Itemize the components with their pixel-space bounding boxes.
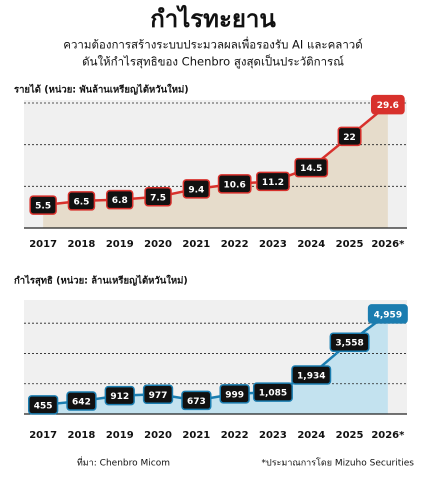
value-label: 977 [142, 384, 174, 405]
x-tick-label: 2024 [297, 430, 325, 441]
value-label-text: 7.5 [150, 193, 166, 203]
value-label-box [217, 174, 252, 194]
value-label-box [181, 390, 212, 411]
x-tick-label: 2023 [259, 239, 287, 250]
x-tick-label: 2021 [182, 239, 210, 250]
x-tick-label: 2025 [336, 430, 364, 441]
value-label-text: 11.2 [262, 178, 284, 188]
value-label-text: 14.5 [300, 164, 322, 174]
value-label-box [142, 384, 174, 405]
x-tick-label: 2018 [68, 239, 96, 250]
value-label-box [66, 391, 97, 411]
value-label-text: 455 [34, 401, 53, 411]
x-tick-label: 2020 [144, 239, 172, 250]
value-label-box [294, 157, 329, 178]
value-label: 7.5 [144, 187, 172, 207]
value-label: 10.6 [217, 174, 252, 194]
value-label-box [329, 332, 370, 352]
x-tick-label: 2026* [371, 239, 405, 250]
value-label-box [252, 382, 293, 402]
value-label: 912 [104, 385, 135, 406]
chart-title: กำไรสุทธิ (หน่วย: ล้านเหรียญไต้หวันใหม่) [14, 275, 188, 287]
value-label-text: 6.8 [112, 196, 128, 206]
value-label-box [104, 385, 135, 406]
x-tick-label: 2022 [221, 430, 249, 441]
value-label: 6.8 [106, 189, 134, 210]
value-label-text: 10.6 [224, 180, 246, 190]
value-label-box [219, 384, 250, 404]
value-label-text: 5.5 [35, 202, 51, 212]
x-tick-label: 2017 [29, 239, 57, 250]
chart-title: รายได้ (หน่วย: พันล้านเหรียญไต้หวันใหม่) [14, 84, 189, 96]
value-label-text: 4,959 [374, 310, 402, 320]
x-tick-label: 2017 [29, 430, 57, 441]
value-label-text: 3,558 [335, 339, 363, 349]
value-label-box [106, 189, 134, 210]
value-label: 5.5 [29, 195, 57, 215]
value-label: 11.2 [256, 171, 290, 192]
value-label-text: 29.6 [377, 101, 399, 111]
line [43, 103, 389, 207]
x-tick-label: 2020 [144, 430, 172, 441]
value-label: 1,934 [291, 365, 332, 385]
value-label-box [370, 94, 405, 115]
value-label-box [337, 126, 362, 147]
x-tick-label: 2018 [68, 430, 96, 441]
value-label: 4,959 [367, 304, 408, 324]
value-label-box [182, 179, 211, 199]
x-tick-label: 2025 [336, 239, 364, 250]
value-label-box [67, 191, 96, 211]
value-label: 22 [337, 126, 362, 147]
value-label-box [28, 395, 59, 415]
value-label: 999 [219, 384, 250, 404]
value-label: 9.4 [182, 179, 211, 199]
value-label-text: 1,934 [297, 371, 325, 381]
value-label: 1,085 [252, 382, 293, 402]
value-label: 29.6 [370, 94, 405, 115]
value-label: 455 [28, 395, 59, 415]
value-label: 3,558 [329, 332, 370, 352]
value-label-box [144, 187, 172, 207]
x-tick-label: 2026* [371, 430, 405, 441]
x-tick-label: 2021 [182, 430, 210, 441]
value-label: 673 [181, 390, 212, 411]
value-label: 14.5 [294, 157, 329, 178]
note: *ประมาณการโดย Mizuho Securities [262, 458, 415, 469]
value-label-box [29, 195, 57, 215]
value-label-text: 673 [187, 397, 206, 407]
x-tick-label: 2022 [221, 239, 249, 250]
value-label-text: 999 [225, 390, 244, 400]
value-label-box [367, 304, 408, 324]
x-tick-label: 2023 [259, 430, 287, 441]
value-label-text: 6.5 [73, 197, 89, 207]
x-tick-label: 2019 [106, 239, 134, 250]
value-label-text: 9.4 [188, 185, 204, 195]
value-label-text: 912 [110, 392, 129, 402]
subtitle: ความต้องการสร้างระบบประมวลผลเพื่อรองรับ … [63, 37, 362, 52]
value-label: 642 [66, 391, 97, 411]
area [43, 104, 388, 228]
x-tick-label: 2019 [106, 430, 134, 441]
value-label-text: 977 [149, 391, 168, 401]
line [43, 312, 389, 407]
subtitle: ดันให้กำไรสุทธิของ Chenbro สูงสุดเป็นประ… [82, 54, 344, 69]
value-label-text: 642 [72, 398, 91, 408]
value-label: 6.5 [67, 191, 96, 211]
value-label-text: 22 [343, 133, 356, 143]
x-tick-label: 2024 [297, 239, 325, 250]
title: กำไรทะยาน [150, 4, 276, 33]
value-label-box [256, 171, 290, 192]
value-label-box [291, 365, 332, 385]
area [43, 313, 388, 414]
value-label-text: 1,085 [259, 389, 287, 399]
source: ที่มา: Chenbro Micom [77, 456, 170, 469]
